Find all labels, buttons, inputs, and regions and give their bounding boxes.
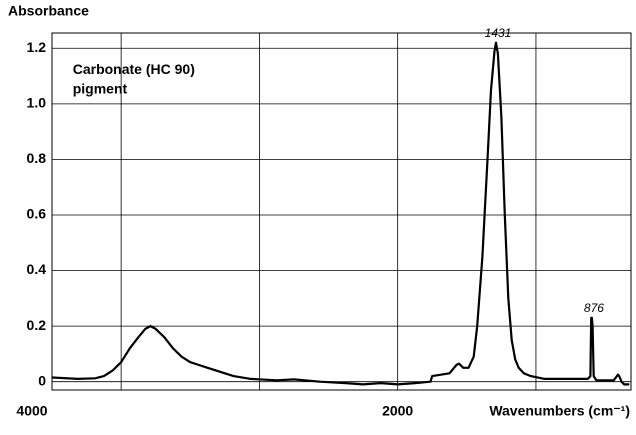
y-tick-label: 0.2 [27, 317, 47, 333]
peak-label: 1431 [485, 26, 512, 40]
y-axis-label: Absorbance [8, 3, 89, 19]
peak-label: 876 [584, 301, 604, 315]
y-tick-label: 0 [38, 372, 46, 388]
x-tick-label: 4000 [16, 403, 47, 419]
x-tick-label: 2000 [382, 403, 413, 419]
y-tick-label: 1.2 [27, 39, 47, 55]
annotation: pigment [73, 81, 128, 97]
y-tick-label: 0.4 [27, 261, 47, 277]
annotation: Carbonate (HC 90) [73, 61, 195, 77]
x-axis-label: Wavenumbers (cm⁻¹) [489, 403, 630, 419]
y-tick-label: 0.8 [27, 150, 47, 166]
plot-frame [51, 32, 632, 391]
spectrum-line [51, 41, 630, 386]
y-tick-label: 1.0 [27, 95, 47, 111]
y-tick-label: 0.6 [27, 206, 47, 222]
